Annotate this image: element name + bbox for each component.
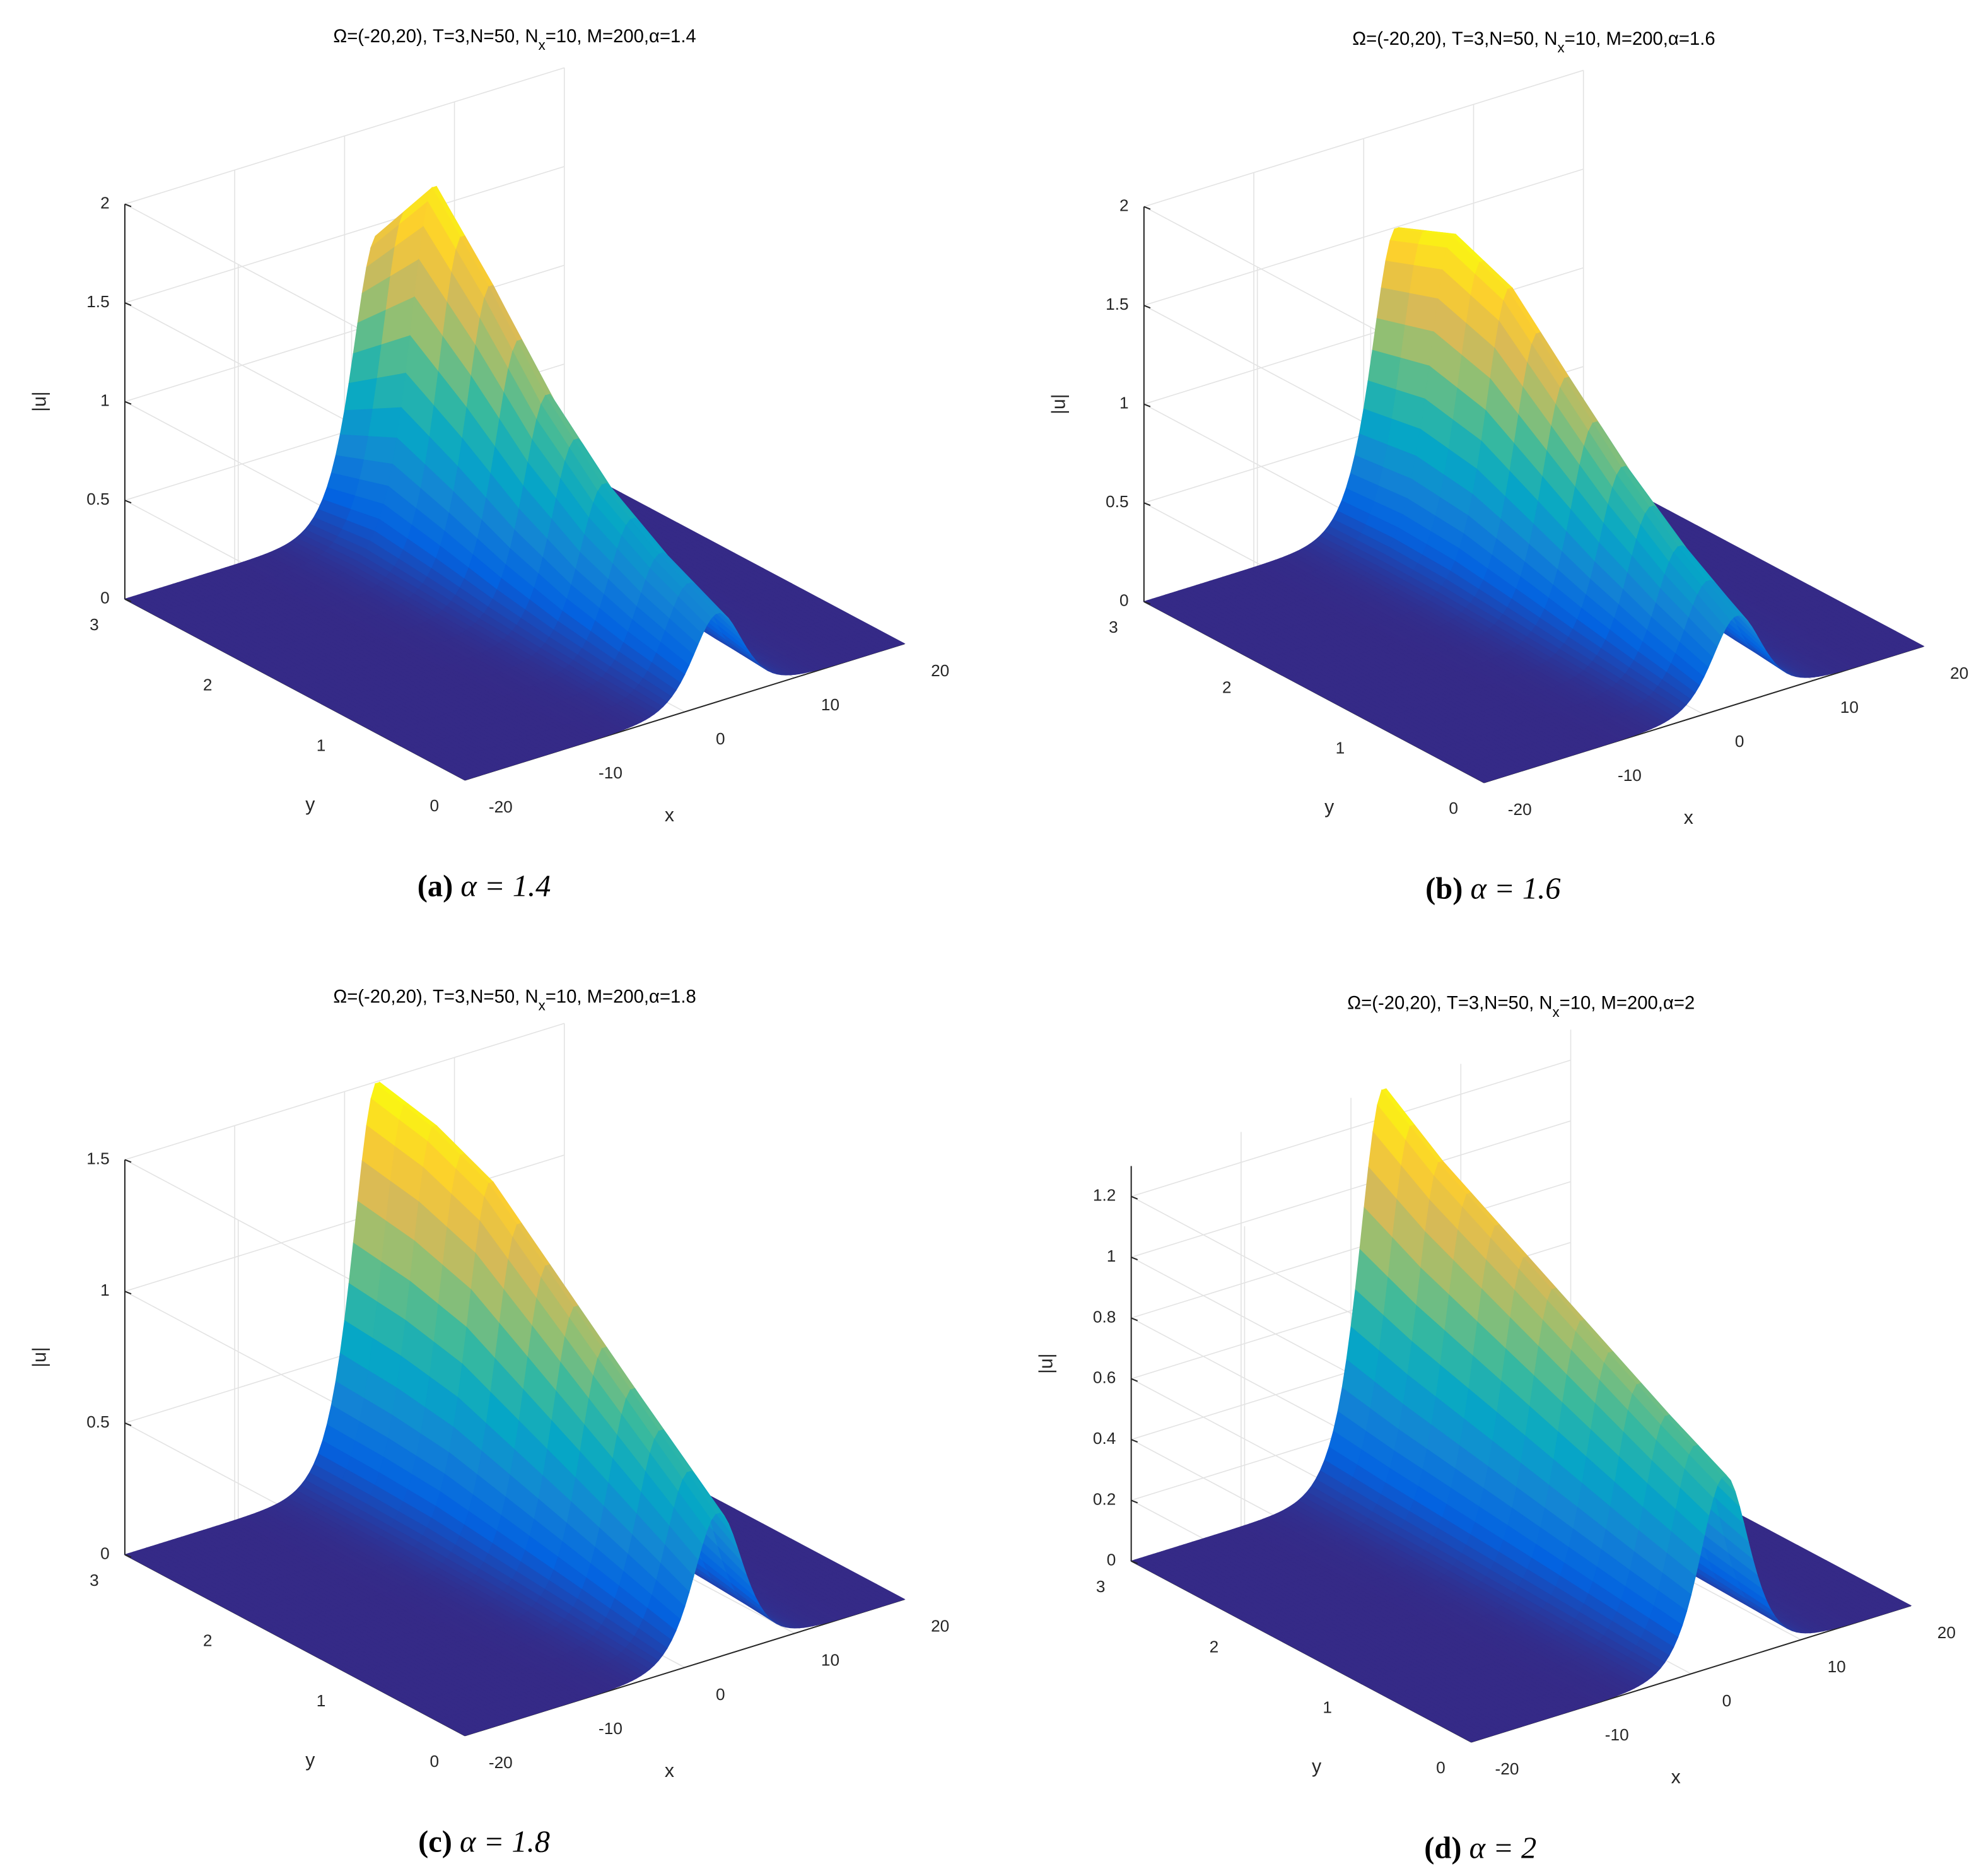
y-axis-label: y <box>1324 797 1335 818</box>
z-tick-label: 1.5 <box>86 1149 110 1168</box>
x-tick-label: 0 <box>1735 732 1744 751</box>
title-part: Ω=(-20,20), T=3,N=50, N <box>333 987 538 1007</box>
tick-mark <box>124 401 132 405</box>
title-part: Ω=(-20,20), T=3,N=50, N <box>333 26 538 47</box>
caption-text: α = 1.4 <box>460 869 551 903</box>
caption: (b) α = 1.6 <box>1425 872 1560 905</box>
z-tick-label: 2 <box>1119 196 1129 215</box>
surface-patch <box>368 407 402 439</box>
x-tick-label: 0 <box>716 1685 725 1704</box>
y-axis-label: y <box>305 1750 315 1771</box>
surface-patch <box>363 436 398 465</box>
z-tick-label: 0 <box>100 589 110 607</box>
tick-mark <box>124 203 132 208</box>
z-tick-label: 1.5 <box>1106 295 1128 314</box>
z-tick-label: 2 <box>100 193 110 212</box>
x-tick-label: -20 <box>1508 800 1532 819</box>
x-tick-label: 20 <box>931 1617 949 1636</box>
tick-mark <box>124 302 132 307</box>
surface-patch <box>339 408 374 437</box>
z-tick-label: 1 <box>100 1281 110 1299</box>
title-subscript: x <box>539 998 546 1014</box>
x-tick-label: 0 <box>716 729 725 748</box>
panel: -20-1001020012300.511.52xy|u|Ω=(-20,20),… <box>30 26 950 903</box>
y-tick-label: 2 <box>1222 678 1232 697</box>
chart-title: Ω=(-20,20), T=3,N=50, Nx=10, M=200,α=1.4 <box>333 26 696 53</box>
grid-line <box>124 67 565 205</box>
x-tick-label: 10 <box>1840 698 1859 717</box>
title-subscript: x <box>1558 40 1565 56</box>
y-tick-label: 2 <box>203 676 213 695</box>
x-tick-label: -20 <box>489 1753 513 1772</box>
surface-patch <box>1409 265 1443 300</box>
y-tick-label: 0 <box>1449 799 1458 818</box>
surface-patch <box>344 377 378 411</box>
title-part: =10, M=200,α=1.4 <box>546 26 696 47</box>
title-subscript: x <box>539 37 546 53</box>
title-part: Ω=(-20,20), T=3,N=50, N <box>1352 28 1557 49</box>
z-tick-label: 0.5 <box>86 1412 110 1431</box>
tick-mark <box>124 500 132 504</box>
z-axis-label: |u| <box>1049 394 1070 414</box>
z-axis-label: |u| <box>30 391 50 412</box>
x-tick-label: 10 <box>821 695 839 714</box>
caption-text: α = 1.8 <box>460 1825 550 1858</box>
chart-title: Ω=(-20,20), T=3,N=50, Nx=10, M=200,α=1.8 <box>333 987 696 1014</box>
z-tick-label: 1.5 <box>86 292 110 311</box>
y-tick-label: 0 <box>429 1752 439 1771</box>
x-tick-label: 20 <box>1950 664 1968 683</box>
y-tick-label: 3 <box>90 615 99 634</box>
y-axis-label: y <box>305 794 315 815</box>
x-tick-label: -20 <box>489 797 513 816</box>
x-axis-label: x <box>665 805 674 826</box>
z-tick-label: 0.5 <box>86 490 110 508</box>
caption: (a) α = 1.4 <box>418 869 551 903</box>
z-tick-label: 1 <box>100 391 110 410</box>
panel: -20-1001020012300.511.52xy|u|Ω=(-20,20),… <box>1049 28 1969 905</box>
title-part: =10, M=200,α=1.6 <box>1565 28 1715 49</box>
z-tick-label: 1 <box>1119 394 1129 413</box>
caption: (c) α = 1.8 <box>418 1825 550 1858</box>
z-tick-label: 0 <box>1119 591 1129 610</box>
y-tick-label: 3 <box>1109 618 1118 636</box>
grid-line <box>1143 168 1584 306</box>
y-tick-label: 1 <box>317 736 326 754</box>
x-tick-label: -10 <box>1618 766 1642 785</box>
title-part: =10, M=200,α=1.8 <box>546 987 696 1007</box>
caption-label: (a) <box>418 869 453 903</box>
panel: -20-1001020012300.511.5xy|u|Ω=(-20,20), … <box>30 987 950 1859</box>
z-tick-label: 0.5 <box>1106 492 1128 511</box>
grid-line <box>1143 69 1584 208</box>
caption-label: (c) <box>418 1825 452 1858</box>
tick-mark <box>124 598 132 602</box>
caption-label: (b) <box>1425 872 1463 905</box>
y-tick-label: 2 <box>203 1631 213 1650</box>
chart-title: Ω=(-20,20), T=3,N=50, Nx=10, M=200,α=1.6 <box>1352 28 1715 56</box>
x-tick-label: 20 <box>931 661 949 680</box>
x-tick-label: -10 <box>599 763 622 782</box>
grid-line <box>124 166 565 303</box>
panel: -20-1001020012300.20.40.60.811.2xy|u|Ω=(… <box>1036 993 1956 1865</box>
y-tick-label: 0 <box>429 796 439 815</box>
x-axis-label: x <box>665 1761 674 1781</box>
x-axis-label: x <box>1684 807 1693 828</box>
y-tick-label: 1 <box>317 1691 326 1710</box>
surface-patch <box>372 372 406 410</box>
y-tick-label: 1 <box>1336 738 1345 757</box>
caption-text: α = 1.6 <box>1471 872 1561 905</box>
y-tick-label: 3 <box>90 1571 99 1590</box>
z-axis-label: |u| <box>30 1347 50 1368</box>
x-tick-label: -10 <box>599 1719 622 1738</box>
x-tick-label: 10 <box>821 1651 839 1670</box>
z-tick-label: 0 <box>100 1544 110 1563</box>
surface-patch <box>435 763 470 781</box>
